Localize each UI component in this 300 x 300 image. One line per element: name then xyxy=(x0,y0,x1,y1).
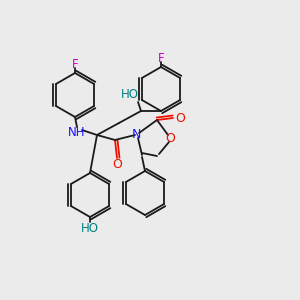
Text: HO: HO xyxy=(121,88,139,101)
Text: N: N xyxy=(131,128,141,140)
Text: O: O xyxy=(112,158,122,172)
Text: O: O xyxy=(165,131,175,145)
Text: NH: NH xyxy=(68,125,86,139)
Text: O: O xyxy=(175,112,185,124)
Text: F: F xyxy=(72,58,78,70)
Text: F: F xyxy=(158,52,164,64)
Text: HO: HO xyxy=(81,223,99,236)
